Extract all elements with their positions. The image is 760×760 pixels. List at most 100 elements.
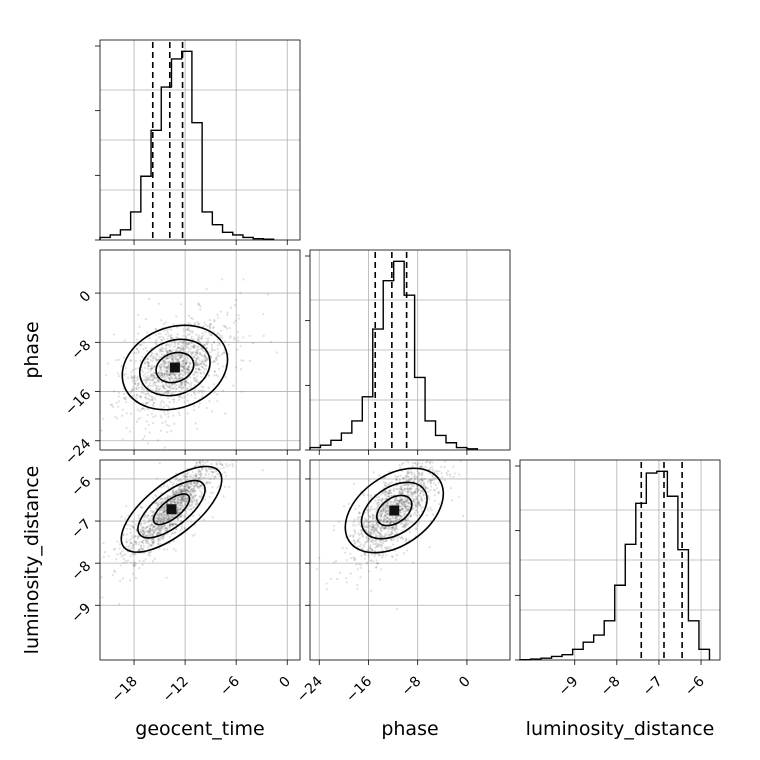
sample-point [152, 404, 155, 407]
sample-point [193, 533, 196, 536]
sample-point [357, 539, 360, 542]
sample-point [105, 374, 108, 377]
sample-point [161, 500, 165, 503]
sample-point [421, 506, 424, 509]
sample-point [216, 400, 219, 403]
sample-point [413, 480, 416, 483]
sample-point [184, 345, 187, 348]
sample-point [382, 520, 386, 524]
sample-point [186, 500, 189, 503]
sample-point [144, 375, 147, 378]
sample-point [433, 494, 436, 497]
sample-point [198, 484, 201, 487]
sample-point [425, 447, 427, 449]
sample-point [386, 512, 389, 515]
sample-point [197, 380, 200, 384]
sample-point [167, 415, 170, 418]
sample-point [232, 321, 236, 324]
sample-point [149, 528, 152, 531]
sample-point [385, 491, 388, 494]
sample-point [392, 526, 395, 529]
sample-point [157, 518, 160, 521]
sample-point [404, 519, 407, 522]
sample-point [413, 472, 416, 475]
sample-point [398, 492, 401, 495]
sample-point [179, 489, 183, 493]
sample-point [396, 499, 399, 502]
grid-lines [310, 460, 510, 660]
sample-point [175, 336, 178, 339]
sample-point [371, 515, 375, 518]
sample-point [236, 348, 239, 351]
sample-point [371, 517, 374, 520]
sample-point [183, 483, 187, 486]
sample-point [193, 379, 196, 382]
sample-point [368, 525, 371, 528]
sample-point [198, 495, 201, 498]
sample-point [148, 382, 151, 385]
sample-point [221, 389, 225, 392]
sample-point [192, 487, 195, 490]
sample-point [193, 391, 196, 394]
sample-point [180, 514, 184, 517]
sample-point [211, 326, 215, 330]
sample-point [198, 486, 201, 489]
sample-point [359, 515, 362, 519]
sample-point [406, 498, 410, 501]
sample-point [169, 350, 172, 353]
sample-point [193, 346, 197, 349]
sample-point [420, 462, 424, 465]
sample-point [389, 500, 393, 503]
sample-point [203, 343, 207, 347]
sample-point [405, 537, 408, 541]
sample-point [401, 503, 404, 506]
sample-point [371, 553, 374, 556]
sample-point [325, 582, 328, 585]
sample-point [242, 278, 245, 281]
sample-point [163, 517, 166, 520]
sample-point [138, 559, 141, 562]
sample-point [370, 505, 373, 508]
sample-point [189, 493, 192, 496]
sample-point [388, 522, 391, 525]
sample-point [183, 498, 186, 501]
sample-point [167, 361, 171, 364]
sample-point [155, 386, 158, 389]
sample-point [183, 348, 186, 351]
sample-point [152, 525, 155, 528]
sample-point [378, 498, 381, 501]
sample-point [199, 478, 202, 481]
sample-point [389, 520, 392, 524]
sample-point [390, 533, 393, 536]
sample-point [166, 330, 169, 333]
sample-point [176, 506, 180, 509]
contour-level-2 [155, 351, 195, 384]
sample-point [157, 332, 160, 335]
sample-point [388, 489, 391, 492]
sample-point [379, 519, 382, 522]
sample-point [410, 471, 413, 474]
sample-point [159, 401, 163, 404]
sample-point [212, 360, 215, 364]
sample-point [185, 500, 188, 503]
sample-point [180, 370, 183, 373]
sample-point [164, 372, 167, 375]
sample-point [389, 488, 392, 491]
sample-point [176, 498, 179, 501]
sample-point [200, 338, 203, 341]
sample-point [196, 355, 199, 358]
sample-point [208, 325, 211, 328]
sample-point [161, 508, 165, 511]
sample-point [170, 336, 173, 339]
density-panel-phase-luminosity_distance [305, 447, 511, 665]
sample-point [146, 530, 149, 533]
sample-point [155, 389, 158, 392]
sample-point [141, 563, 144, 566]
sample-point [192, 453, 194, 455]
sample-point [199, 476, 202, 479]
sample-point [165, 526, 169, 530]
sample-point [352, 482, 356, 485]
sample-point [198, 341, 201, 344]
sample-point [184, 371, 187, 374]
sample-point [170, 532, 173, 535]
